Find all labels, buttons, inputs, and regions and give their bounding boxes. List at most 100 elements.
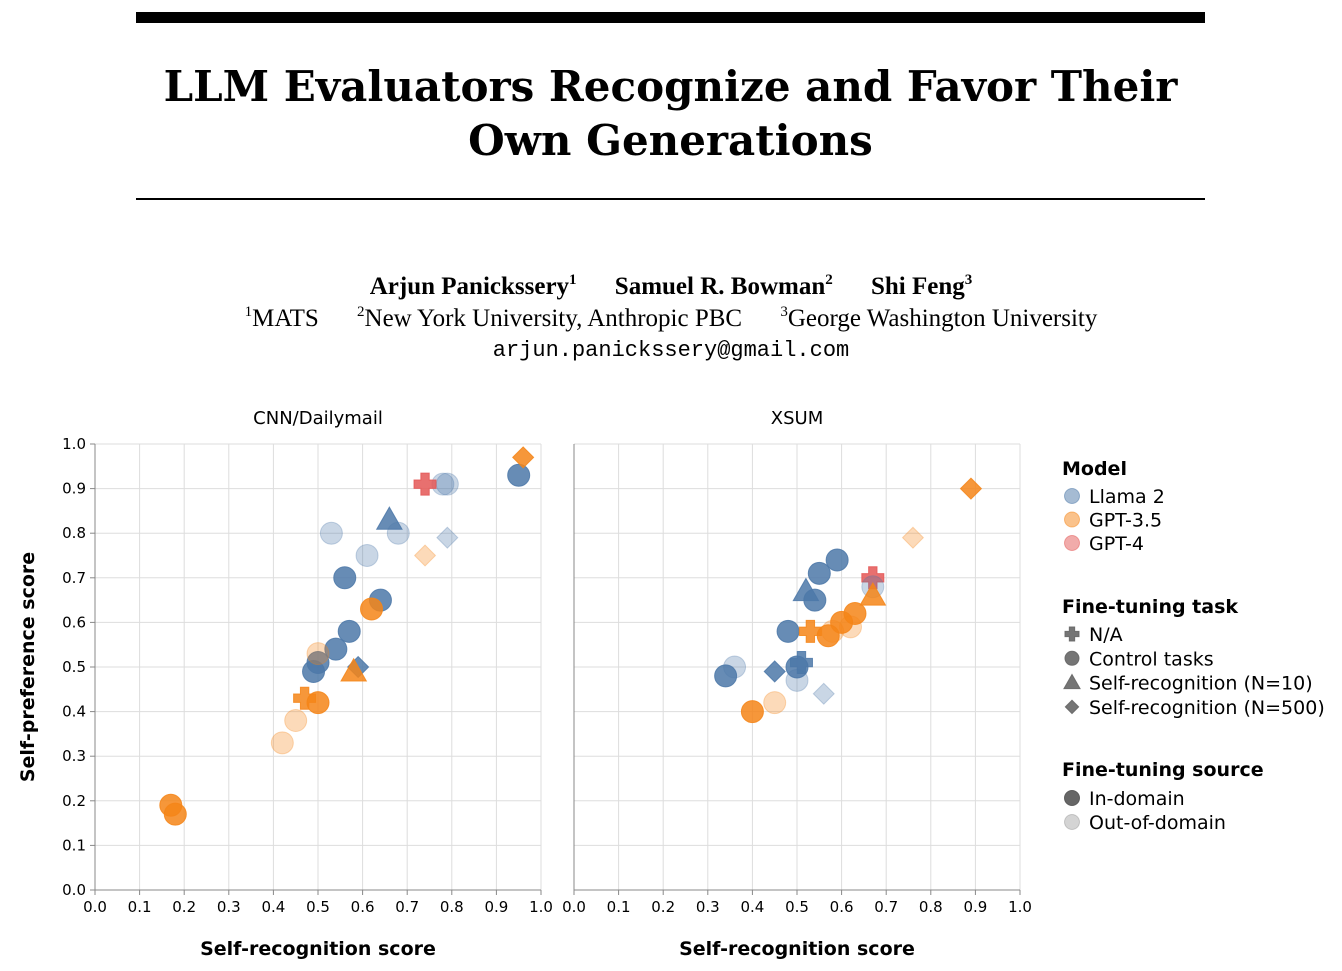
x-tick-label: 0.6: [351, 898, 375, 916]
data-point: [413, 472, 437, 496]
x-tick-label: 0.8: [919, 898, 943, 916]
data-point: [413, 544, 437, 567]
y-tick-label: 0.1: [62, 836, 86, 854]
legend-label: Self-recognition (N=10): [1089, 673, 1313, 695]
data-point: [355, 544, 379, 567]
data-point: [360, 597, 384, 621]
data-point: [306, 642, 330, 666]
data-point: [776, 619, 800, 643]
data-point: [798, 619, 822, 643]
legend-label: Out-of-domain: [1089, 812, 1226, 834]
x-tick-label: 0.0: [83, 898, 107, 916]
y-tick-label: 1.0: [62, 435, 86, 453]
data-point: [163, 802, 187, 826]
chart-title: CNN/Dailymail: [253, 408, 383, 429]
x-tick-label: 0.7: [395, 898, 419, 916]
x-tick-label: 0.3: [217, 898, 241, 916]
y-tick-label: 0.9: [62, 480, 86, 498]
x-tick-label: 0.5: [785, 898, 809, 916]
y-axis-label: Self-preference score: [17, 552, 39, 782]
data-point: [901, 526, 925, 549]
data-point: [270, 731, 294, 755]
data-point: [306, 691, 330, 715]
data-point: [763, 691, 787, 715]
affiliation-list: 1MATS 2New York University, Anthropic PB…: [0, 305, 1342, 333]
y-tick-label: 0.6: [62, 613, 86, 631]
legend-label: GPT-4: [1089, 533, 1144, 555]
author: Shi Feng3: [870, 272, 973, 301]
legend-swatch: [1064, 814, 1080, 830]
contact-email: arjun.panickssery@gmail.com: [492, 338, 850, 363]
data-point: [319, 521, 343, 545]
affiliation: 1MATS: [244, 304, 319, 333]
legend-label: N/A: [1089, 624, 1123, 646]
x-tick-label: 0.4: [740, 898, 764, 916]
data-point: [375, 506, 403, 530]
scatter-figure: CNN/Dailymail 0.0 0.1 0.2 0.3 0.4 0.5 0.6 0.7 0.8…: [17, 408, 1325, 960]
x-tick-label: 0.1: [128, 898, 152, 916]
data-point: [714, 664, 738, 688]
x-tick-label: 0.4: [261, 898, 285, 916]
data-point: [507, 463, 531, 487]
x-tick-label: 1.0: [1008, 898, 1032, 916]
x-axis-label: Self-recognition score: [200, 938, 436, 960]
data-point: [859, 581, 887, 606]
data-point: [861, 566, 885, 590]
data-point: [333, 566, 357, 590]
title-top-rule: [136, 12, 1205, 23]
x-tick-label: 0.9: [484, 898, 508, 916]
x-tick-label: 0.3: [696, 898, 720, 916]
x-tick-label: 1.0: [529, 898, 553, 916]
data-point: [816, 624, 840, 648]
data-point: [763, 660, 786, 683]
chart-panel: XSUM 0.0 0.1 0.2 0.3 0.4 0.5 0.6 0.7 0.8 0.9 1.0 Sel…: [562, 408, 1032, 960]
data-point: [337, 619, 361, 643]
legend-swatch: [1064, 535, 1080, 551]
data-point: [825, 548, 849, 572]
legend-label: Self-recognition (N=500): [1089, 697, 1325, 719]
author-list: Arjun Panickssery1 Samuel R. Bowman2 Shi…: [0, 273, 1342, 301]
data-point: [436, 526, 459, 549]
y-tick-label: 0.2: [62, 792, 86, 810]
chart-title: XSUM: [771, 408, 823, 429]
y-tick-label: 0.4: [62, 703, 86, 721]
y-tick-label: 0.3: [62, 747, 86, 765]
x-tick-label: 0.5: [306, 898, 330, 916]
title-bottom-rule: [136, 198, 1205, 200]
legend-title-task: Fine-tuning task: [1062, 596, 1238, 618]
data-point: [324, 637, 348, 661]
data-point: [512, 446, 535, 469]
paper-title: LLM Evaluators Recognize and Favor Their…: [163, 62, 1178, 165]
affiliation: 2New York University, Anthropic PBC: [357, 304, 743, 333]
x-tick-label: 0.2: [172, 898, 196, 916]
x-tick-label: 0.9: [963, 898, 987, 916]
x-tick-label: 0.6: [830, 898, 854, 916]
legend-label: Control tasks: [1089, 648, 1214, 670]
data-point: [740, 700, 764, 724]
data-point: [959, 477, 983, 500]
chart-panel: CNN/Dailymail 0.0 0.1 0.2 0.3 0.4 0.5 0.6 0.7 0.8…: [17, 408, 553, 960]
legend-swatch: [1064, 511, 1080, 528]
legend-swatch: [1064, 626, 1080, 642]
y-tick-label: 0.5: [62, 658, 86, 676]
legend-swatch: [1063, 673, 1081, 690]
data-point: [340, 657, 368, 682]
data-point: [302, 659, 326, 683]
y-tick-label: 0.0: [62, 881, 86, 899]
x-tick-label: 0.0: [562, 898, 586, 916]
affiliation: 3George Washington University: [780, 304, 1098, 333]
x-tick-label: 0.1: [607, 898, 631, 916]
legend-label: GPT-3.5: [1089, 510, 1162, 532]
data-point: [785, 668, 809, 692]
legend-title-source: Fine-tuning source: [1062, 759, 1264, 781]
y-tick-label: 0.7: [62, 569, 86, 587]
legend-swatch: [1064, 699, 1080, 715]
data-point: [785, 655, 809, 679]
data-point: [839, 615, 863, 639]
legend-label: In-domain: [1089, 788, 1185, 810]
legend-swatch: [1064, 650, 1080, 666]
x-tick-label: 0.7: [874, 898, 898, 916]
x-axis-label: Self-recognition score: [679, 938, 915, 960]
author: Samuel R. Bowman2: [614, 272, 833, 301]
